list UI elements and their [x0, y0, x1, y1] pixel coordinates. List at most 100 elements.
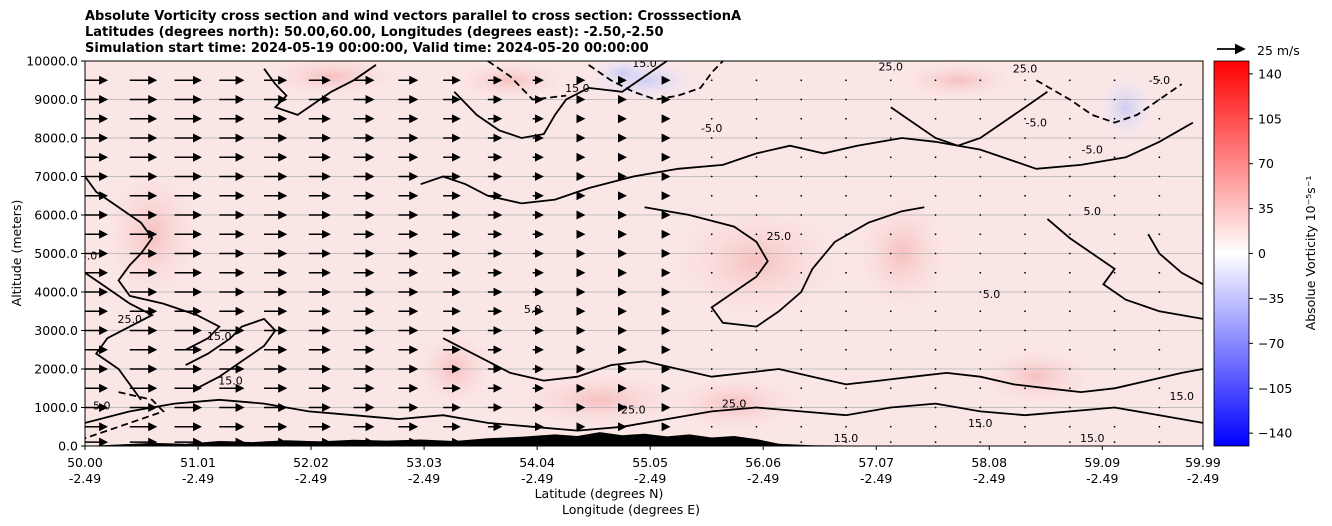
title-line-2: Latitudes (degrees north): 50.00,60.00, …	[85, 25, 664, 40]
wind-vector	[889, 291, 892, 293]
wind-vector	[1113, 425, 1116, 428]
contour-label: 15.0	[968, 417, 993, 430]
wind-vector	[800, 387, 803, 390]
wind-vector	[755, 329, 758, 332]
wind-vector	[1068, 233, 1071, 236]
colorbar-tick-label: 70	[1258, 156, 1274, 171]
wind-vector	[1113, 175, 1116, 178]
contour-positive	[85, 175, 221, 351]
wind-vector	[889, 348, 892, 351]
wind-vector	[1024, 252, 1026, 255]
wind-vector	[1068, 214, 1071, 216]
wind-vector	[1113, 406, 1116, 409]
wind-vector	[1068, 79, 1071, 82]
wind-vector	[1158, 271, 1161, 274]
x-tick-label-lat: 54.04	[519, 455, 555, 470]
wind-vector	[889, 156, 892, 159]
wind-vector	[800, 441, 803, 444]
wind-vector	[934, 117, 937, 120]
wind-vector	[889, 271, 892, 274]
wind-vector	[845, 291, 847, 293]
wind-vector	[1158, 441, 1161, 444]
contour-label: 5.0	[983, 288, 1001, 301]
wind-vector	[1024, 329, 1026, 332]
wind-vector	[755, 79, 758, 82]
x-tick-label-lon: -2.49	[973, 471, 1005, 486]
wind-vector	[1158, 233, 1161, 236]
wind-vector	[1068, 329, 1071, 332]
title-line-1: Absolute Vorticity cross section and win…	[85, 9, 742, 24]
wind-vector	[1024, 98, 1026, 101]
wind-vector	[755, 233, 758, 236]
wind-vector	[889, 368, 892, 370]
wind-vector	[800, 98, 803, 101]
wind-vector	[800, 137, 803, 139]
wind-vector	[979, 252, 982, 255]
wind-vector	[845, 310, 847, 313]
colorbar-tick-label: −70	[1258, 336, 1284, 351]
wind-vector	[1068, 175, 1071, 178]
x-tick-label-lon: -2.49	[408, 471, 440, 486]
y-axis-label: Altitude (meters)	[9, 200, 24, 307]
wind-vector	[710, 117, 713, 120]
wind-vector	[979, 329, 982, 332]
x-tick-label-lon: -2.49	[521, 471, 553, 486]
x-tick-label-lat: 51.01	[180, 455, 216, 470]
wind-vector	[800, 271, 803, 274]
contour-label: 5.0	[1083, 205, 1101, 218]
wind-vector	[1024, 271, 1026, 274]
contour-label: 15.0	[73, 249, 98, 262]
wind-vector	[889, 310, 892, 313]
contour-label: 15.0	[1169, 390, 1194, 403]
wind-vector	[845, 368, 847, 370]
wind-vector	[979, 98, 982, 101]
contour-positive	[263, 64, 377, 116]
wind-vector	[800, 79, 803, 82]
wind-vector	[710, 441, 713, 444]
wind-vector	[1158, 348, 1161, 351]
vorticity-blob-positive	[976, 346, 1097, 407]
wind-vector	[1068, 425, 1071, 428]
wind-vector	[755, 368, 758, 370]
wind-vector	[845, 194, 847, 197]
wind-vector	[1068, 252, 1071, 255]
wind-vector	[845, 175, 847, 178]
wind-vector	[1158, 425, 1161, 428]
x-tick-label-lat: 58.08	[971, 455, 1007, 470]
wind-vector	[1113, 98, 1116, 101]
x-tick-label-lon: -2.49	[1187, 471, 1219, 486]
wind-vector	[979, 291, 982, 293]
wind-vector	[979, 348, 982, 351]
wind-vector	[1024, 406, 1026, 409]
wind-vector	[979, 406, 982, 409]
wind-vector	[979, 194, 982, 197]
wind-vector	[1158, 214, 1161, 216]
wind-vector	[1024, 117, 1026, 120]
contour-positive	[85, 398, 1203, 432]
wind-vector	[1024, 291, 1026, 293]
contour-negative	[588, 61, 724, 101]
wind-vector	[1113, 441, 1116, 444]
y-tick-label: 5000.0	[34, 246, 78, 261]
wind-vector	[1113, 310, 1116, 313]
wind-vector	[889, 79, 892, 82]
wind-vector	[800, 252, 803, 255]
colorbar-tick-label: −35	[1258, 291, 1284, 306]
wind-vector	[845, 329, 847, 332]
wind-vector	[800, 291, 803, 293]
x-tick-label-lon: -2.49	[295, 471, 327, 486]
wind-vector	[1068, 406, 1071, 409]
wind-vector	[1068, 98, 1071, 101]
wind-vector	[1113, 368, 1116, 370]
contour-label: 15.0	[632, 57, 657, 70]
vorticity-blob-positive	[450, 61, 571, 101]
wind-vector	[934, 387, 937, 390]
wind-vector	[979, 156, 982, 159]
wind-vector	[1024, 441, 1026, 444]
x-tick-label-lat: 56.06	[745, 455, 781, 470]
wind-vector	[934, 271, 937, 274]
wind-vector	[1068, 368, 1071, 370]
wind-vector	[710, 137, 713, 139]
contour-label: 25.0	[767, 230, 792, 243]
wind-vector	[889, 252, 892, 255]
